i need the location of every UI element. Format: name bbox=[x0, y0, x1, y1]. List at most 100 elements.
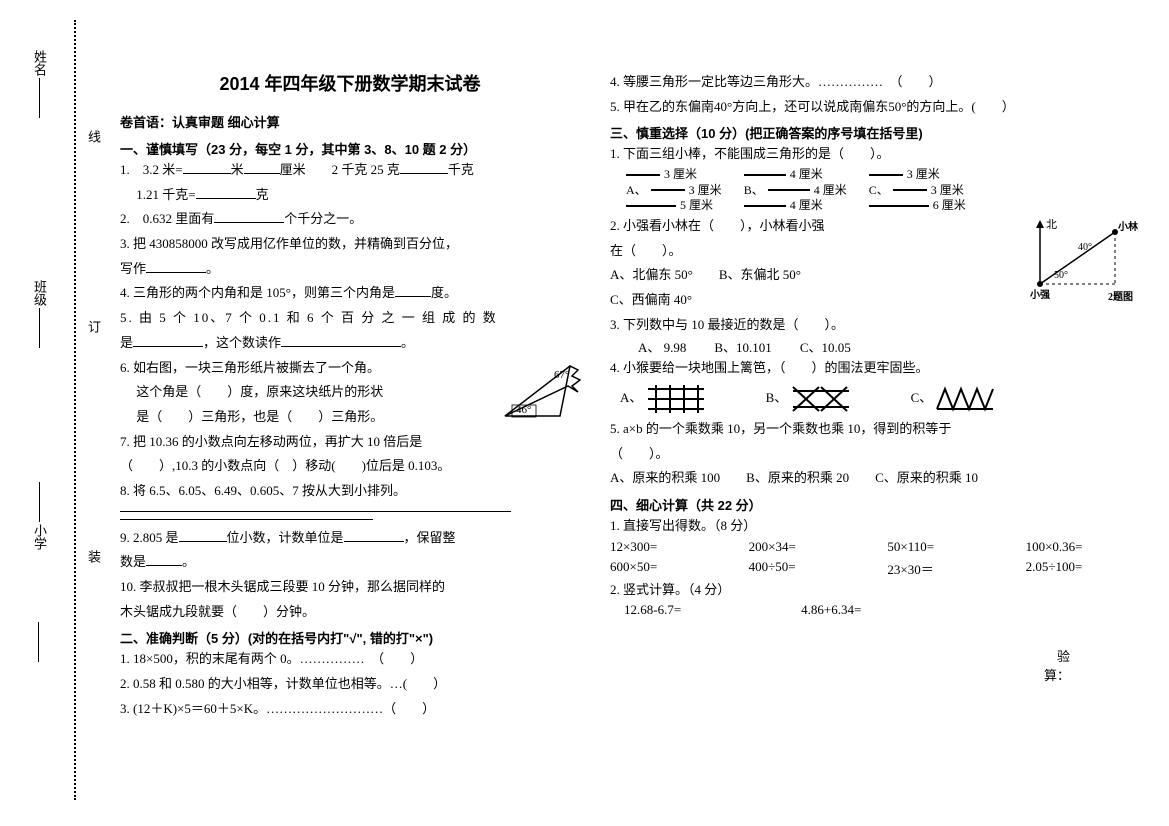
blank[interactable] bbox=[133, 333, 203, 347]
section-3-head: 三、慎重选择（10 分）(把正确答案的序号填在括号里) bbox=[610, 123, 1150, 142]
svg-text:小强: 小强 bbox=[1030, 288, 1050, 301]
compass-figure: 北 40° 50° 小林 小强 2题图 bbox=[1030, 214, 1150, 304]
opt[interactable]: A、原来的积乘 100 bbox=[610, 470, 720, 485]
q1-5b: 是，这个数读作。 bbox=[120, 331, 580, 356]
stick-opt-c[interactable]: 3 厘米 C、3 厘米 6 厘米 bbox=[869, 167, 966, 214]
blank[interactable] bbox=[196, 185, 256, 199]
calc-item[interactable]: 2.05÷100= bbox=[1026, 559, 1150, 578]
q4-p1: 1. 直接写出得数。（8 分） bbox=[610, 514, 1150, 539]
vcalc-2[interactable]: 4.86+6.34= bbox=[801, 602, 861, 618]
blank[interactable] bbox=[281, 333, 401, 347]
q1-1b: 1.21 千克=克 bbox=[120, 183, 580, 208]
svg-text:北: 北 bbox=[1046, 218, 1057, 231]
opt[interactable]: B、10.101 bbox=[714, 337, 771, 356]
binding-column: 姓名 线 班级 订 小学 装 bbox=[38, 20, 88, 800]
opt[interactable]: C、10.05 bbox=[800, 337, 851, 356]
q3-1: 1. 下面三组小棒，不能围成三角形的是（ ）。 bbox=[610, 142, 1150, 167]
q1-10b: 木头锯成九段就要（ ）分钟。 bbox=[120, 600, 580, 625]
svg-text:46°: 46° bbox=[516, 404, 531, 416]
triangle-figure: 67° 46° bbox=[500, 356, 590, 422]
fence-b[interactable]: B、 bbox=[766, 385, 851, 413]
svg-text:小林: 小林 bbox=[1117, 220, 1139, 233]
binding-underline-bottom bbox=[30, 620, 46, 664]
q2-5: 5. 甲在乙的东偏南40°方向上，还可以说成南偏东50°的方向上。( ） bbox=[610, 95, 1150, 120]
q1-3b: 写作。 bbox=[120, 257, 580, 282]
svg-text:50°: 50° bbox=[1054, 270, 1068, 281]
blank[interactable] bbox=[179, 528, 227, 542]
binding-dotted-line bbox=[74, 20, 78, 800]
answer-line[interactable] bbox=[120, 510, 511, 512]
opt[interactable]: A、北偏东 50° bbox=[610, 267, 693, 282]
svg-text:40°: 40° bbox=[1078, 242, 1092, 253]
stick-options: 3 厘米 A、3 厘米 5 厘米 4 厘米 B、4 厘米 4 厘米 3 厘米 C… bbox=[610, 167, 1150, 214]
blank[interactable] bbox=[244, 160, 280, 174]
fence-a[interactable]: A、 bbox=[620, 385, 706, 413]
q3-5b: （ ）。 bbox=[610, 442, 1150, 467]
binding-field-name: 姓名 bbox=[30, 50, 49, 120]
svg-text:67°: 67° bbox=[554, 369, 569, 381]
calc-item[interactable]: 200×34= bbox=[749, 539, 864, 555]
right-column: 4. 等腰三角形一定比等边三角形大。…………… （ ） 5. 甲在乙的东偏南40… bbox=[610, 70, 1150, 721]
q1-3: 3. 把 430858000 改写成用亿作单位的数，并精确到百分位， bbox=[120, 232, 580, 257]
q1-2: 2. 0.632 里面有个千分之一。 bbox=[120, 207, 580, 232]
q1-9: 9. 2.805 是位小数，计数单位是，保留整 bbox=[120, 526, 580, 551]
page-content: 2014 年四年级下册数学期末试卷 卷首语：认真审题 细心计算 一、谨慎填写（2… bbox=[120, 70, 1150, 721]
binding-label-ding: 订 bbox=[84, 320, 103, 333]
calc-item[interactable]: 400÷50= bbox=[749, 559, 864, 578]
q3-3: 3. 下列数中与 10 最接近的数是（ ）。 bbox=[610, 313, 1150, 338]
fence-c[interactable]: C、 bbox=[911, 385, 996, 413]
opt[interactable]: A、 9.98 bbox=[638, 337, 686, 356]
q3-2-wrap: 北 40° 50° 小林 小强 2题图 2. 小强看小林在（ ），小林看小强 在… bbox=[610, 214, 1150, 313]
q1-7b: （ ）,10.3 的小数点向（ ）移动( )位后是 0.103。 bbox=[120, 454, 580, 479]
blank[interactable] bbox=[146, 552, 182, 566]
binding-field-school: 小学 bbox=[30, 480, 49, 550]
blank[interactable] bbox=[400, 160, 448, 174]
preamble: 卷首语：认真审题 细心计算 bbox=[120, 112, 580, 131]
calc-item[interactable]: 50×110= bbox=[887, 539, 1001, 555]
calc-grid: 12×300= 200×34= 50×110= 100×0.36= 600×50… bbox=[610, 539, 1150, 578]
q1-9b: 数是。 bbox=[120, 550, 580, 575]
calc-item[interactable]: 23×30＝ bbox=[887, 559, 1001, 578]
answer-line-2[interactable] bbox=[120, 518, 373, 520]
section-2-head: 二、准确判断（5 分）(对的在括号内打"√", 错的打"×") bbox=[120, 628, 580, 647]
exam-title: 2014 年四年级下册数学期末试卷 bbox=[120, 70, 580, 96]
q3-5-opts: A、原来的积乘 100 B、原来的积乘 20 C、原来的积乘 10 bbox=[610, 466, 1150, 491]
stick-opt-a[interactable]: 3 厘米 A、3 厘米 5 厘米 bbox=[626, 167, 722, 214]
vertical-calc: 12.68-6.7= 4.86+6.34= bbox=[610, 602, 1150, 618]
q2-3: 3. (12＋K)×5＝60＋5×K。………………………（ ） bbox=[120, 697, 580, 722]
blank[interactable] bbox=[214, 209, 284, 223]
blank[interactable] bbox=[183, 160, 231, 174]
blank[interactable] bbox=[395, 283, 431, 297]
q1-10: 10. 李叔叔把一根木头锯成三段要 10 分钟，那么据同样的 bbox=[120, 575, 580, 600]
q2-1: 1. 18×500，积的末尾有两个 0。…………… （ ） bbox=[120, 647, 580, 672]
q1-6-wrap: 6. 如右图，一块三角形纸片被撕去了一个角。 这个角是（ ）度，原来这块纸片的形… bbox=[120, 356, 580, 430]
calc-item[interactable]: 100×0.36= bbox=[1026, 539, 1150, 555]
blank[interactable] bbox=[344, 528, 404, 542]
vcalc-1[interactable]: 12.68-6.7= bbox=[624, 602, 681, 618]
q2-2: 2. 0.58 和 0.580 的大小相等，计数单位也相等。…( ） bbox=[120, 672, 580, 697]
binding-field-class: 班级 bbox=[30, 280, 49, 350]
opt[interactable]: B、东偏北 50° bbox=[719, 267, 801, 282]
stick-opt-b[interactable]: 4 厘米 B、4 厘米 4 厘米 bbox=[744, 167, 847, 214]
svg-text:2题图: 2题图 bbox=[1108, 291, 1133, 303]
q3-4: 4. 小猴要给一块地围上篱笆，（ ）的围法更牢固些。 bbox=[610, 356, 1150, 381]
binding-label-zhuang: 装 bbox=[84, 550, 103, 563]
calc-item[interactable]: 12×300= bbox=[610, 539, 725, 555]
q4-p2: 2. 竖式计算。（4 分） bbox=[610, 578, 1150, 603]
opt[interactable]: B、原来的积乘 20 bbox=[746, 470, 849, 485]
section-4-head: 四、细心计算（共 22 分） bbox=[610, 495, 1150, 514]
fence-options: A、 B、 bbox=[610, 385, 1150, 413]
q1-4: 4. 三角形的两个内角和是 105°，则第三个内角是度。 bbox=[120, 281, 580, 306]
q1-1: 1. 3.2 米=米厘米 2 千克 25 克千克 bbox=[120, 158, 580, 183]
opt[interactable]: C、原来的积乘 10 bbox=[875, 470, 978, 485]
q1-8: 8. 将 6.5、6.05、6.49、0.605、7 按从大到小排列。 bbox=[120, 479, 580, 504]
left-column: 2014 年四年级下册数学期末试卷 卷首语：认真审题 细心计算 一、谨慎填写（2… bbox=[120, 70, 580, 721]
blank[interactable] bbox=[146, 259, 206, 273]
q2-4: 4. 等腰三角形一定比等边三角形大。…………… （ ） bbox=[610, 70, 1150, 95]
q1-7a: 7. 把 10.36 的小数点向左移动两位，再扩大 10 倍后是 bbox=[120, 430, 580, 455]
q3-3-opts: A、 9.98 B、10.101 C、10.05 bbox=[610, 337, 1150, 356]
verify-label: 验 算： bbox=[610, 648, 1150, 684]
q1-5: 5. 由 5 个 10、7 个 0.1 和 6 个 百 分 之 一 组 成 的 … bbox=[120, 306, 580, 331]
section-1-head: 一、谨慎填写（23 分，每空 1 分，其中第 3、8、10 题 2 分） bbox=[120, 139, 580, 158]
calc-item[interactable]: 600×50= bbox=[610, 559, 725, 578]
